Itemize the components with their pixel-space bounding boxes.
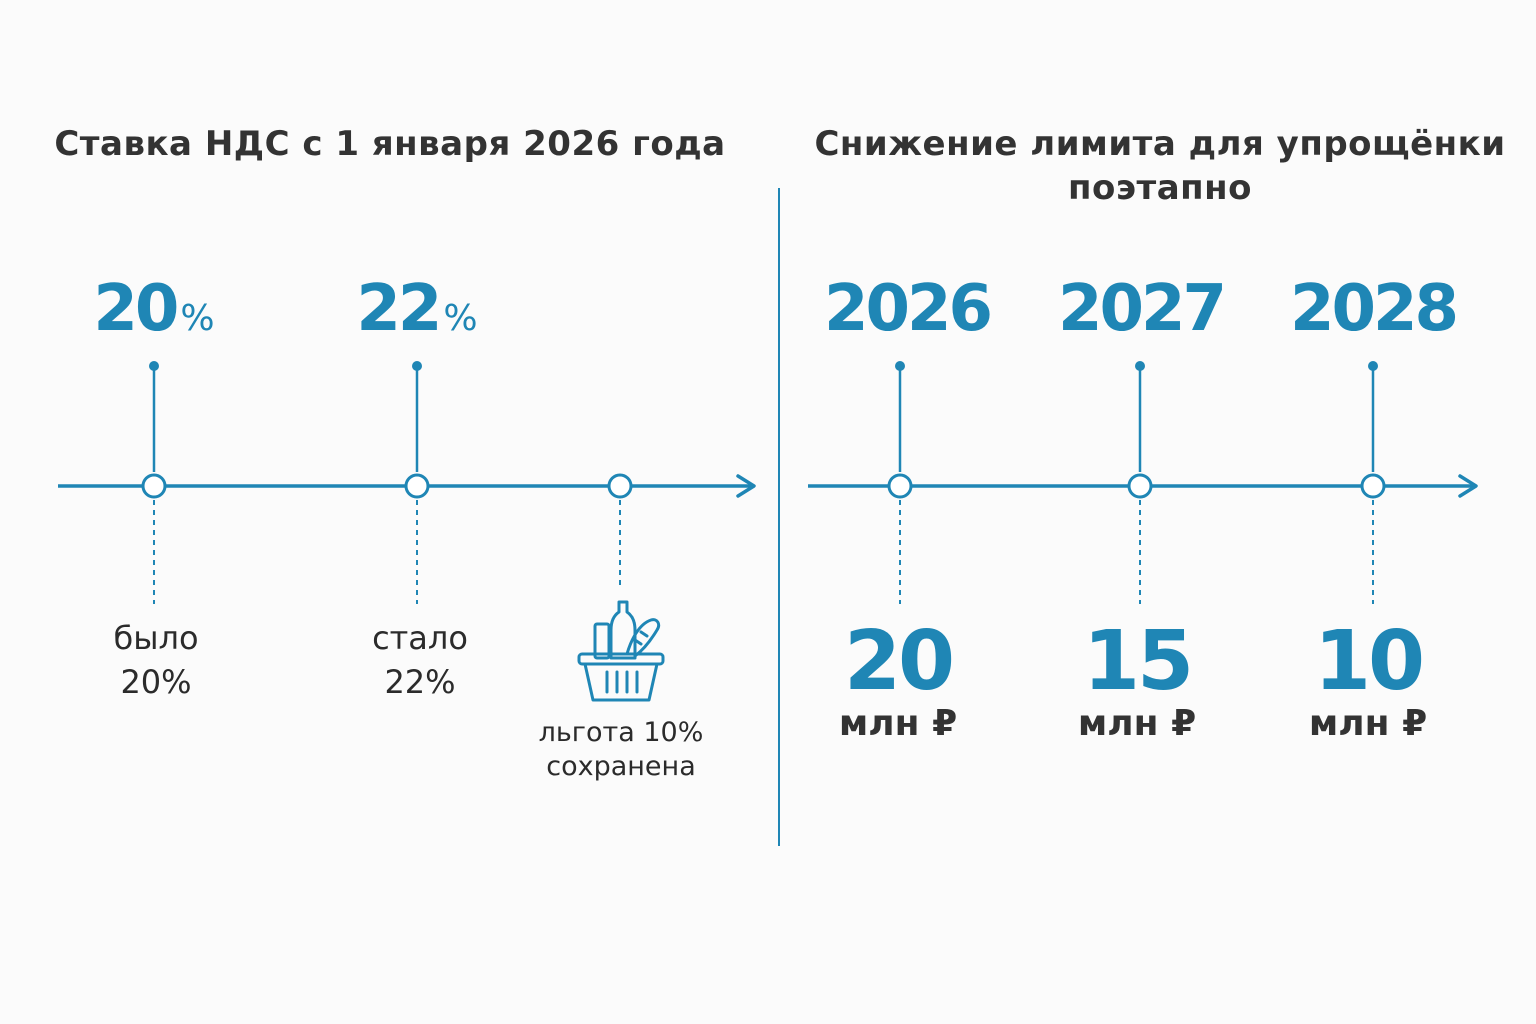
usn-year-2028: 2028: [1289, 272, 1459, 346]
usn-stem-dot-3: [1368, 361, 1378, 371]
vat-node-1: [141, 473, 167, 499]
usn-limit-2027: 15 млн ₽: [1027, 620, 1247, 744]
usn-title: Снижение лимита для упрощёнки поэтапно: [800, 122, 1520, 210]
vat-caption-old: было 20%: [46, 616, 266, 704]
usn-limit-2026: 20 млн ₽: [788, 620, 1008, 744]
vat-node-2: [404, 473, 430, 499]
vat-rate-old-number: 20: [93, 272, 179, 346]
usn-node-2: [1127, 473, 1153, 499]
vat-caption-old-line1: было: [113, 619, 199, 657]
grocery-basket-icon: [577, 600, 665, 702]
vat-caption-new-line2: 22%: [384, 663, 456, 701]
usn-node-3: [1360, 473, 1386, 499]
usn-limit-2028: 10 млн ₽: [1258, 620, 1478, 744]
usn-axis-arrow: [1458, 474, 1478, 498]
usn-title-line1: Снижение лимита для упрощёнки: [814, 124, 1506, 164]
vat-caption-benefit-line1: льгота 10%: [538, 717, 704, 748]
vat-caption-old-line2: 20%: [120, 663, 192, 701]
usn-stem-dot-1: [895, 361, 905, 371]
vat-caption-benefit-line2: сохранена: [546, 751, 696, 782]
usn-timeline: [808, 361, 1478, 604]
vat-stem-dot-2: [412, 361, 422, 371]
vat-rate-old: 20%: [54, 272, 254, 346]
usn-limit-2026-unit: млн ₽: [838, 703, 958, 744]
vat-rate-new: 22%: [317, 272, 517, 346]
usn-year-2027: 2027: [1057, 272, 1227, 346]
usn-node-1: [887, 473, 913, 499]
usn-limit-2027-value: 15: [1082, 614, 1194, 709]
vat-rate-new-number: 22: [356, 272, 442, 346]
usn-limit-2028-value: 10: [1313, 614, 1425, 709]
usn-limit-2028-unit: млн ₽: [1308, 703, 1428, 744]
vat-caption-benefit: льгота 10% сохранена: [491, 716, 751, 784]
vat-caption-new-line1: стало: [372, 619, 468, 657]
vat-caption-new: стало 22%: [310, 616, 530, 704]
vat-rate-new-symbol: %: [443, 298, 478, 339]
usn-year-2026: 2026: [823, 272, 993, 346]
vat-rate-old-symbol: %: [180, 298, 215, 339]
usn-title-line2: поэтапно: [1068, 168, 1252, 208]
vat-node-3: [607, 473, 633, 499]
vat-axis-arrow: [736, 474, 756, 498]
vat-title: Ставка НДС с 1 января 2026 года: [54, 124, 726, 164]
vat-timeline: [58, 361, 756, 604]
usn-limit-2027-unit: млн ₽: [1077, 703, 1197, 744]
vat-stem-dot-1: [149, 361, 159, 371]
usn-stem-dot-2: [1135, 361, 1145, 371]
usn-limit-2026-value: 20: [843, 614, 955, 709]
